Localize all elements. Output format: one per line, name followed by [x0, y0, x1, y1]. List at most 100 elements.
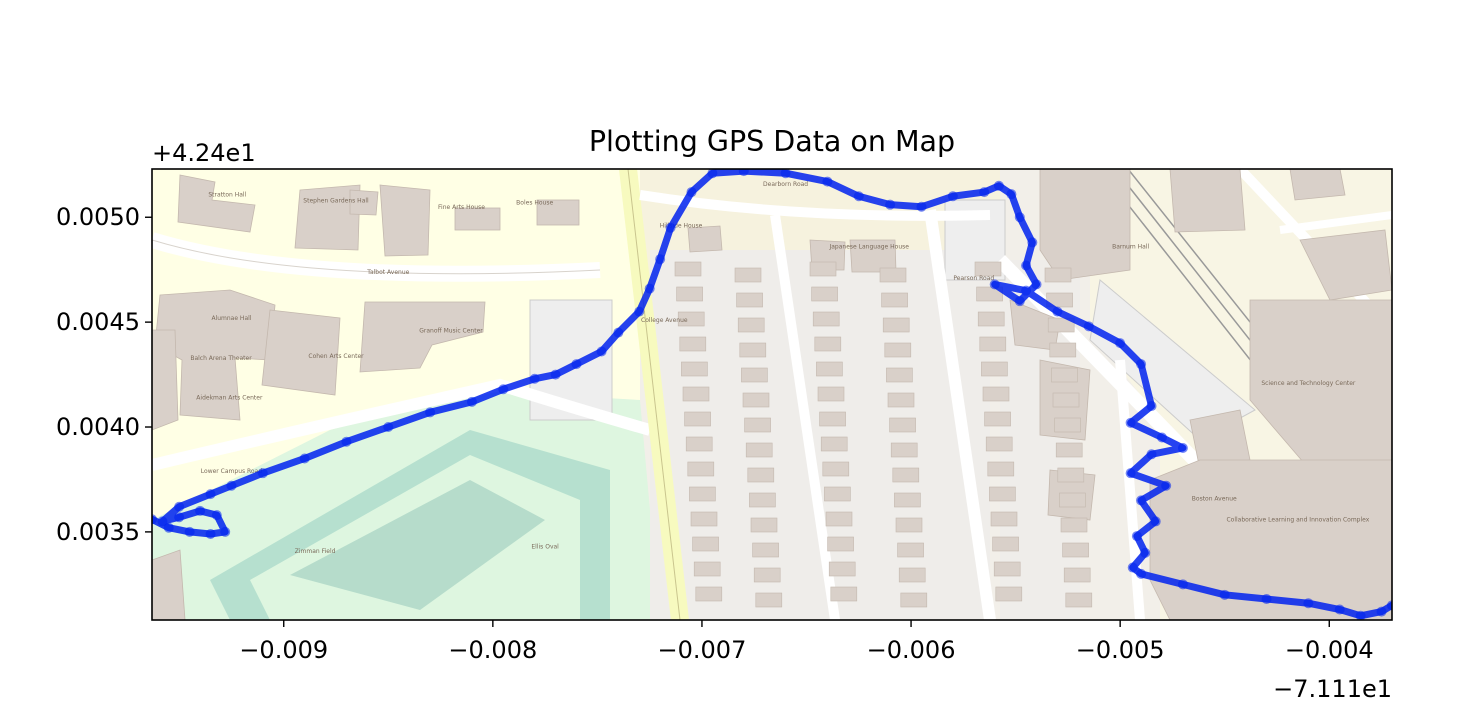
gps-point — [195, 505, 206, 516]
gps-point — [644, 283, 655, 294]
chart-title: Plotting GPS Data on Map — [589, 125, 955, 158]
gps-point — [1125, 468, 1136, 479]
gps-point — [613, 327, 624, 338]
x-tick-label: −0.004 — [1285, 636, 1374, 664]
gps-track — [152, 169, 1392, 620]
gps-point — [885, 199, 896, 210]
gps-point — [822, 176, 833, 187]
y-offset-label: +4.24e1 — [152, 139, 256, 167]
gps-point — [1140, 547, 1151, 558]
gps-point — [383, 422, 394, 433]
gps-point — [571, 359, 582, 370]
gps-point — [1355, 610, 1366, 620]
gps-point — [1136, 359, 1147, 370]
gps-point — [257, 468, 268, 479]
gps-point — [1021, 260, 1032, 271]
gps-point — [596, 346, 607, 357]
map-label: Science and Technology Center — [1261, 380, 1356, 387]
gps-point — [1125, 417, 1136, 428]
gps-point — [205, 528, 216, 539]
gps-point — [707, 169, 718, 179]
gps-point — [220, 526, 231, 537]
gps-point — [1161, 480, 1172, 491]
y-tick-label: 0.0035 — [56, 518, 140, 546]
gps-point — [947, 191, 958, 202]
gps-point — [665, 222, 676, 233]
gps-point — [1387, 600, 1392, 611]
gps-point — [1146, 449, 1157, 460]
gps-point — [1083, 321, 1094, 332]
gps-point — [157, 516, 168, 527]
x-tick-label: −0.008 — [448, 636, 537, 664]
map-label: Talbot Avenue — [366, 269, 409, 276]
gps-point — [174, 512, 185, 523]
gps-point — [1303, 598, 1314, 609]
y-tick-label: 0.0040 — [56, 413, 140, 441]
gps-point — [655, 254, 666, 265]
gps-point — [174, 501, 185, 512]
map-label: Barnum Hall — [1112, 244, 1149, 251]
y-axis: 0.0035 0.0040 0.0045 0.0050 — [56, 203, 152, 546]
gps-point — [780, 169, 791, 179]
gps-point — [993, 180, 1004, 191]
map-label: Boston Avenue — [1192, 495, 1237, 502]
map-label: Lower Campus Road — [201, 468, 262, 475]
gps-point — [989, 279, 1000, 290]
gps-point — [299, 453, 310, 464]
gps-point — [1014, 212, 1025, 223]
gps-point — [184, 526, 195, 537]
gps-point — [1014, 296, 1025, 307]
gps-point — [550, 369, 561, 380]
gps-point — [1376, 606, 1387, 617]
gps-point — [1334, 604, 1345, 615]
gps-point — [1136, 495, 1147, 506]
gps-point — [634, 306, 645, 317]
gps-point — [1021, 285, 1032, 296]
gps-point — [1261, 594, 1272, 605]
map-label: Alumnae Hall — [211, 315, 251, 322]
map-label: Aidekman Arts Center — [196, 395, 263, 402]
gps-point — [205, 489, 216, 500]
gps-point — [979, 187, 990, 198]
gps-point — [1127, 562, 1138, 573]
x-tick-label: −0.007 — [658, 636, 747, 664]
x-tick-label: −0.006 — [867, 636, 956, 664]
map-labels: Stratton Hall Stephen Gardens Hall Fine Ar… — [190, 181, 1369, 555]
map-label: Granoff Music Center — [419, 328, 483, 335]
gps-point — [1219, 589, 1230, 600]
gps-point — [341, 436, 352, 447]
plot-frame — [151, 168, 1393, 621]
gps-point — [853, 191, 864, 202]
gps-point — [916, 201, 927, 212]
gps-point — [1115, 338, 1126, 349]
gps-point — [686, 187, 697, 198]
gps-point — [163, 522, 174, 533]
gps-point — [226, 480, 237, 491]
gps-point — [1156, 432, 1167, 443]
gps-point — [152, 514, 157, 525]
gps-point — [1027, 237, 1038, 248]
gps-point — [425, 407, 436, 418]
gps-point — [1131, 531, 1142, 542]
map-label: Zimman Field — [295, 548, 336, 555]
gps-point — [1006, 189, 1017, 200]
gps-point — [498, 384, 509, 395]
map-label: Dearborn Road — [763, 181, 808, 188]
map-label: Balch Arena Theater — [190, 355, 252, 362]
map-label: Fine Arts House — [438, 204, 485, 211]
gps-point — [1177, 579, 1188, 590]
gps-point — [1150, 516, 1161, 527]
gps-point — [1177, 442, 1188, 453]
x-offset-label: −7.111e1 — [1273, 675, 1392, 703]
gps-point — [1136, 568, 1147, 579]
map-basemap — [152, 169, 1392, 620]
x-tick-label: −0.005 — [1076, 636, 1165, 664]
gps-point — [529, 373, 540, 384]
gps-point — [1031, 279, 1042, 290]
map-label: College Avenue — [641, 317, 688, 324]
y-tick-label: 0.0050 — [56, 203, 140, 231]
map-label: Boles House — [516, 200, 553, 207]
gps-point — [1052, 306, 1063, 317]
gps-point — [466, 396, 477, 407]
